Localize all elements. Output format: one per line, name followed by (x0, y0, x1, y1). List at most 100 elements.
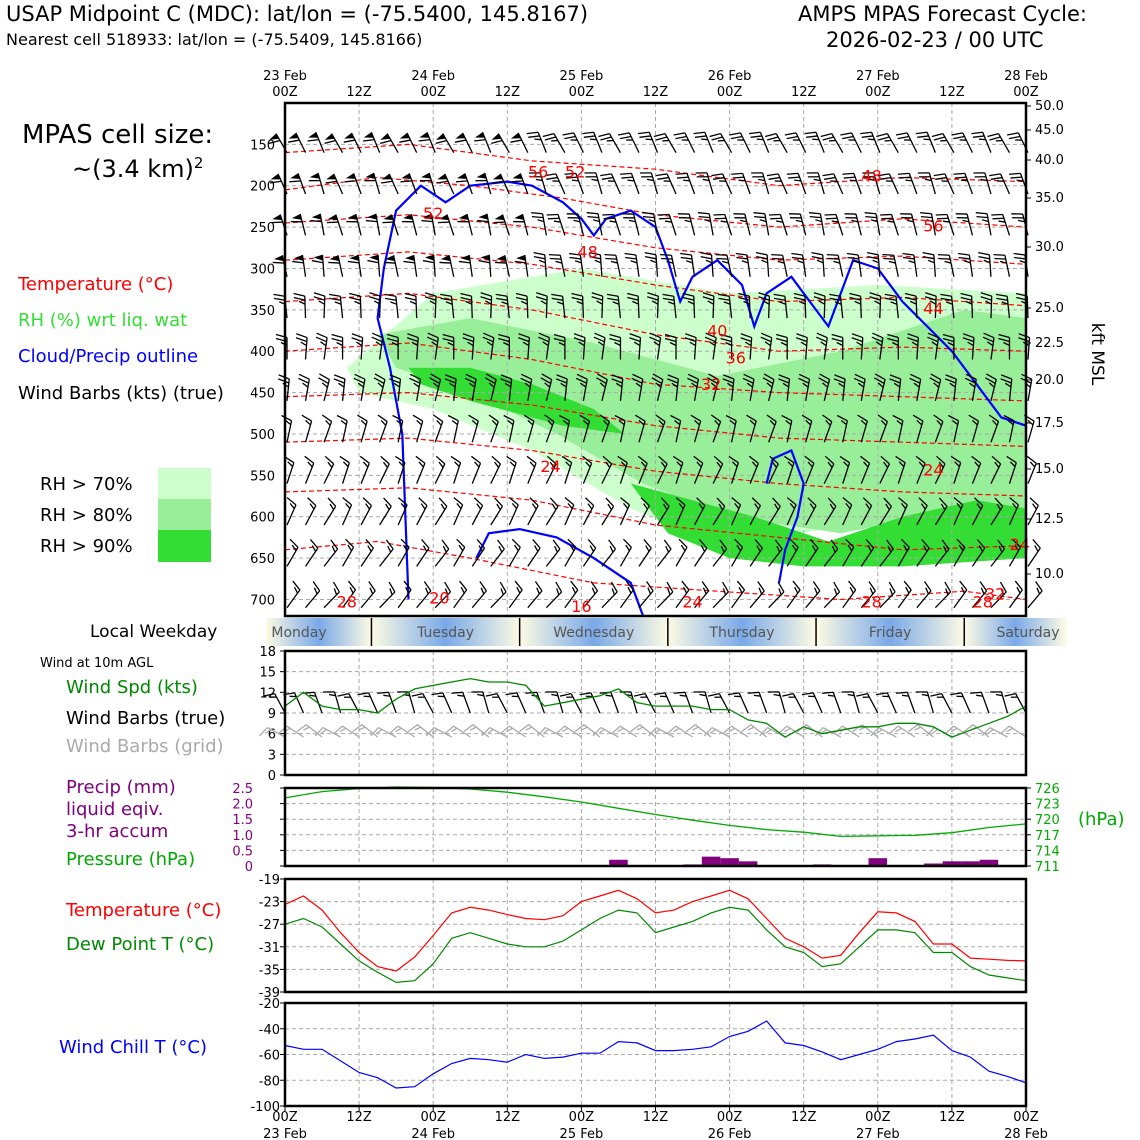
barb-tick (402, 544, 408, 552)
barb-tick (526, 131, 539, 135)
barb-tick (762, 300, 770, 305)
upper-air-wind-barb (746, 414, 757, 443)
barb-tick (498, 333, 510, 339)
barb-tick (515, 292, 528, 297)
barb-tick (736, 256, 748, 260)
upper-air-wind-barb (415, 455, 426, 484)
barb-tick (728, 455, 739, 464)
barb-tick (885, 297, 897, 301)
barb-tick (709, 728, 716, 734)
barb-tick (532, 539, 541, 549)
upper-air-wind-barb (434, 497, 448, 526)
barb-tick (437, 695, 445, 698)
dewpoint-line (284, 906, 1027, 984)
barb-tick (496, 503, 501, 511)
barb-shaft (804, 296, 807, 319)
barb-tick (460, 292, 472, 297)
barb-tick (500, 725, 510, 735)
barb-tick (478, 545, 483, 552)
upper-air-wind-barb (664, 333, 677, 360)
barb-shaft (322, 727, 341, 738)
barb-tick (878, 136, 890, 141)
upper-air-wind-barb (826, 253, 844, 277)
upper-air-wind-barb (386, 333, 399, 360)
barb-tick (960, 296, 972, 301)
surface-wind-barb-grid (296, 724, 323, 738)
barb-tick (793, 292, 806, 297)
barb-shaft (897, 725, 916, 738)
temp-panel-frame (283, 877, 1028, 994)
barb-flag (440, 255, 451, 262)
barb-tick (694, 419, 700, 426)
barb-tick (1000, 378, 1012, 384)
upper-air-wind-barb (971, 539, 986, 567)
precip-label-2: liquid eqiv. (66, 799, 164, 820)
upper-air-wind-barb (971, 455, 982, 484)
barb-tick (311, 259, 324, 264)
barb-tick (784, 455, 795, 464)
upper-air-wind-barb (619, 538, 633, 567)
barb-tick (727, 382, 734, 388)
pressure-unit-label: (hPa) (1078, 809, 1125, 830)
upper-air-wind-barb (675, 497, 686, 526)
legend-rh90: RH > 90% (40, 536, 133, 557)
upper-air-wind-barb (694, 539, 708, 567)
barb-tick (682, 586, 688, 594)
barb-tick (972, 135, 985, 138)
barb-tick (736, 580, 746, 591)
barb-tick (567, 502, 573, 509)
barb-tick (475, 179, 487, 182)
barb-tick (1009, 461, 1016, 467)
kft-tick-label: 40.0 (1035, 153, 1064, 168)
upper-air-wind-barb (495, 293, 510, 319)
barb-tick (743, 373, 755, 380)
upper-air-wind-barb (323, 455, 335, 484)
barb-tick (673, 132, 686, 136)
barb-tick (1008, 135, 1021, 140)
barb-tick (309, 694, 316, 697)
barb-tick (307, 139, 319, 142)
barb-tick (836, 341, 844, 347)
barb-shaft (764, 213, 770, 236)
upper-air-wind-barb (336, 414, 348, 443)
barb-tick (994, 257, 1006, 260)
barb-tick (986, 373, 997, 381)
barb-shaft (541, 213, 547, 236)
barb-tick (892, 341, 899, 347)
barb-tick (339, 727, 347, 733)
barb-tick (435, 139, 447, 145)
barb-tick (621, 176, 633, 179)
barb-tick (445, 374, 457, 380)
barb-tick (423, 581, 432, 592)
barb-tick (666, 725, 677, 735)
barb-tick (954, 176, 967, 179)
swatch-rh80 (158, 499, 211, 531)
upper-air-wind-barb (1027, 497, 1039, 526)
temperature-contour (284, 292, 1027, 352)
upper-air-wind-barb (795, 333, 808, 360)
barb-tick (769, 455, 779, 465)
barb-tick (608, 180, 615, 182)
barb-tick (945, 301, 953, 305)
barb-tick (323, 691, 335, 693)
barb-tick (702, 296, 714, 301)
upper-air-wind-barb (879, 581, 896, 609)
barb-tick (607, 297, 619, 301)
temperature-contour-label: 56 (528, 162, 548, 181)
barb-tick (824, 213, 836, 216)
barb-tick (960, 179, 968, 182)
pressure-tick-label: 600 (250, 511, 275, 526)
barb-tick (811, 251, 823, 256)
barb-tick (498, 545, 503, 553)
barb-tick (351, 337, 363, 343)
barb-tick (336, 414, 348, 422)
barb-tick (696, 497, 706, 507)
windchill-label: Wind Chill T (°C) (59, 1037, 207, 1058)
barb-tick (829, 503, 835, 511)
barb-tick (509, 461, 516, 467)
barb-tick (708, 692, 720, 697)
barb-tick (714, 696, 722, 698)
upper-air-wind-barb (478, 254, 492, 277)
barb-tick (590, 581, 599, 592)
barb-tick (585, 176, 597, 178)
